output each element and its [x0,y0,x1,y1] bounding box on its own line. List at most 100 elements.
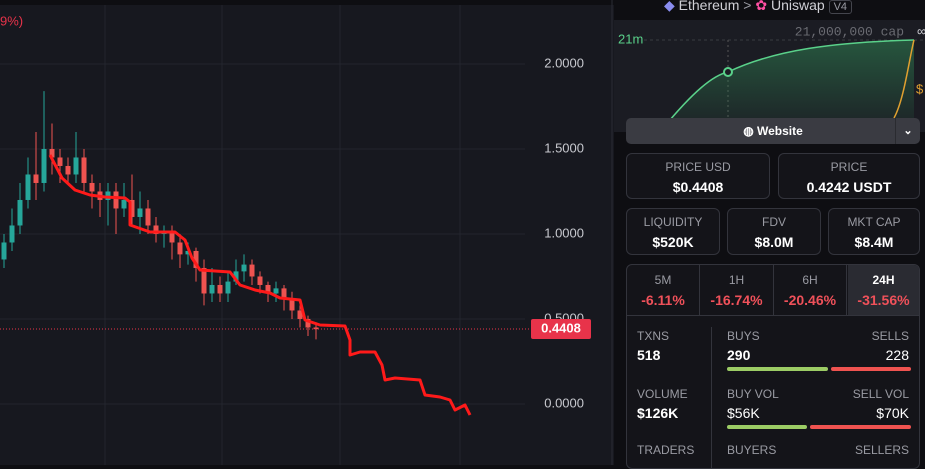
infinity: ∞ [917,23,925,38]
timeframe-tab[interactable]: 24H -31.56% [847,265,919,315]
globe-icon: ◍ [743,124,754,138]
tab-label: 1H [728,273,745,287]
price-label: PRICE [830,160,868,174]
candle-body [169,230,175,243]
candle-body [289,298,295,311]
supply-area [660,40,914,132]
liquidity-card: LIQUIDITY $520K [626,208,720,255]
breadcrumb: ◆ Ethereum > ✿ Uniswap V4 [664,0,853,14]
tab-label: 24H [872,273,895,287]
dex-icon: ✿ [755,0,768,13]
candle-body [313,327,319,330]
candle-body [153,225,159,234]
buy-vol-value: $56K [727,405,760,421]
candle-body [257,276,263,285]
stats-box: 5M -6.11% 1H -16.74% 6H -20.46% 24H -31.56% TXN… [626,264,920,469]
timeframe-tab[interactable]: 5M -6.11% [627,265,700,315]
candle-body [281,288,287,299]
supply-chart: 21m 21,000,000 cap ∞ $ [614,20,925,132]
candle-body [273,288,279,294]
candle-body [129,199,135,217]
sell-vol-label: SELL VOL [852,387,909,401]
traders-label: TRADERS [637,443,695,457]
tab-label: 5M [654,273,672,287]
chain-icon: ◆ [664,0,675,13]
supply-curve [659,39,915,132]
dollar: $ [916,81,924,96]
separator: > [743,0,752,13]
candle-body [201,267,207,294]
candle-body [49,148,55,158]
price-usd-label: PRICE USD [665,160,731,174]
candle-body [57,157,63,166]
side-panel: ◆ Ethereum > ✿ Uniswap V4 21m 21,000,000… [614,0,925,469]
candle-body [265,284,271,294]
candle-body [81,157,87,183]
candle-body [225,281,231,294]
price-usd-value: $0.4408 [672,179,724,195]
last-price-label: 0.4408 [541,320,581,335]
website-button[interactable]: ◍ Website ⌄ [626,118,920,144]
version: V4 [828,0,853,14]
mkt-cap-value: $8.4M [854,234,894,250]
last-price-box [531,319,591,340]
candle-body [73,157,79,175]
vertical-grid [104,5,461,465]
sell-bar [809,425,911,429]
candle-body [217,284,223,294]
price-value: 0.4242 USDT [806,179,892,195]
sell-bar [831,367,911,371]
price-card: PRICE 0.4242 USDT [778,153,920,199]
y-tick-label: 1.0000 [544,225,584,240]
candle-body [65,165,71,175]
timeframe-tab[interactable]: 6H -20.46% [774,265,847,315]
supply-y-label: 21m [618,31,643,46]
candle-body [17,199,23,226]
candle-body [137,208,143,217]
legend-fragment: 9%) [0,13,23,28]
mkt-cap-label: MKT CAP [847,215,901,229]
price-usd-card: PRICE USD $0.4408 [626,153,770,199]
fdv-label: FDV [762,215,786,229]
candles [1,91,319,340]
sellers-label: SELLERS [854,443,909,457]
timeframe-tab[interactable]: 1H -16.74% [701,265,774,315]
website-label: Website [757,124,803,138]
fdv-value: $8.0M [754,234,794,250]
inflation-curve [893,39,915,119]
supply-point [723,67,733,77]
candle-body [233,271,239,282]
candle-body [41,148,47,183]
timeframe-tabs: 5M -6.11% 1H -16.74% 6H -20.46% 24H -31.56% [627,265,919,316]
txns-label: TXNS [637,329,670,343]
buy-vol-label: BUY VOL [727,387,779,401]
buys-value: 290 [727,347,751,363]
buy-bar [727,367,828,371]
candle-body [305,318,311,328]
candle-body [9,225,15,243]
freehand-drawing [48,154,472,416]
y-tick-label: 1.5000 [544,140,584,155]
dropdown-toggle[interactable]: ⌄ [895,118,920,144]
candle-body [25,174,31,200]
sells-value: 228 [885,347,909,363]
candle-body [33,174,39,183]
tab-change: -16.74% [710,292,763,308]
tab-change: -31.56% [857,292,910,308]
buyers-label: BUYERS [727,443,777,457]
candle-body [249,264,255,277]
chain[interactable]: Ethereum [678,0,740,13]
sell-vol-value: $70K [876,405,909,421]
dex[interactable]: Uniswap [770,0,825,13]
candle-body [185,250,191,255]
candle-body [209,284,215,294]
fdv-card: FDV $8.0M [727,208,821,255]
cap-label: 21,000,000 cap [795,24,904,39]
candle-body [113,191,119,209]
candle-body [145,208,151,226]
candle-body [1,242,7,260]
liquidity-label: LIQUIDITY [643,215,703,229]
candle-body [297,310,303,319]
volume-label: VOLUME [637,387,688,401]
